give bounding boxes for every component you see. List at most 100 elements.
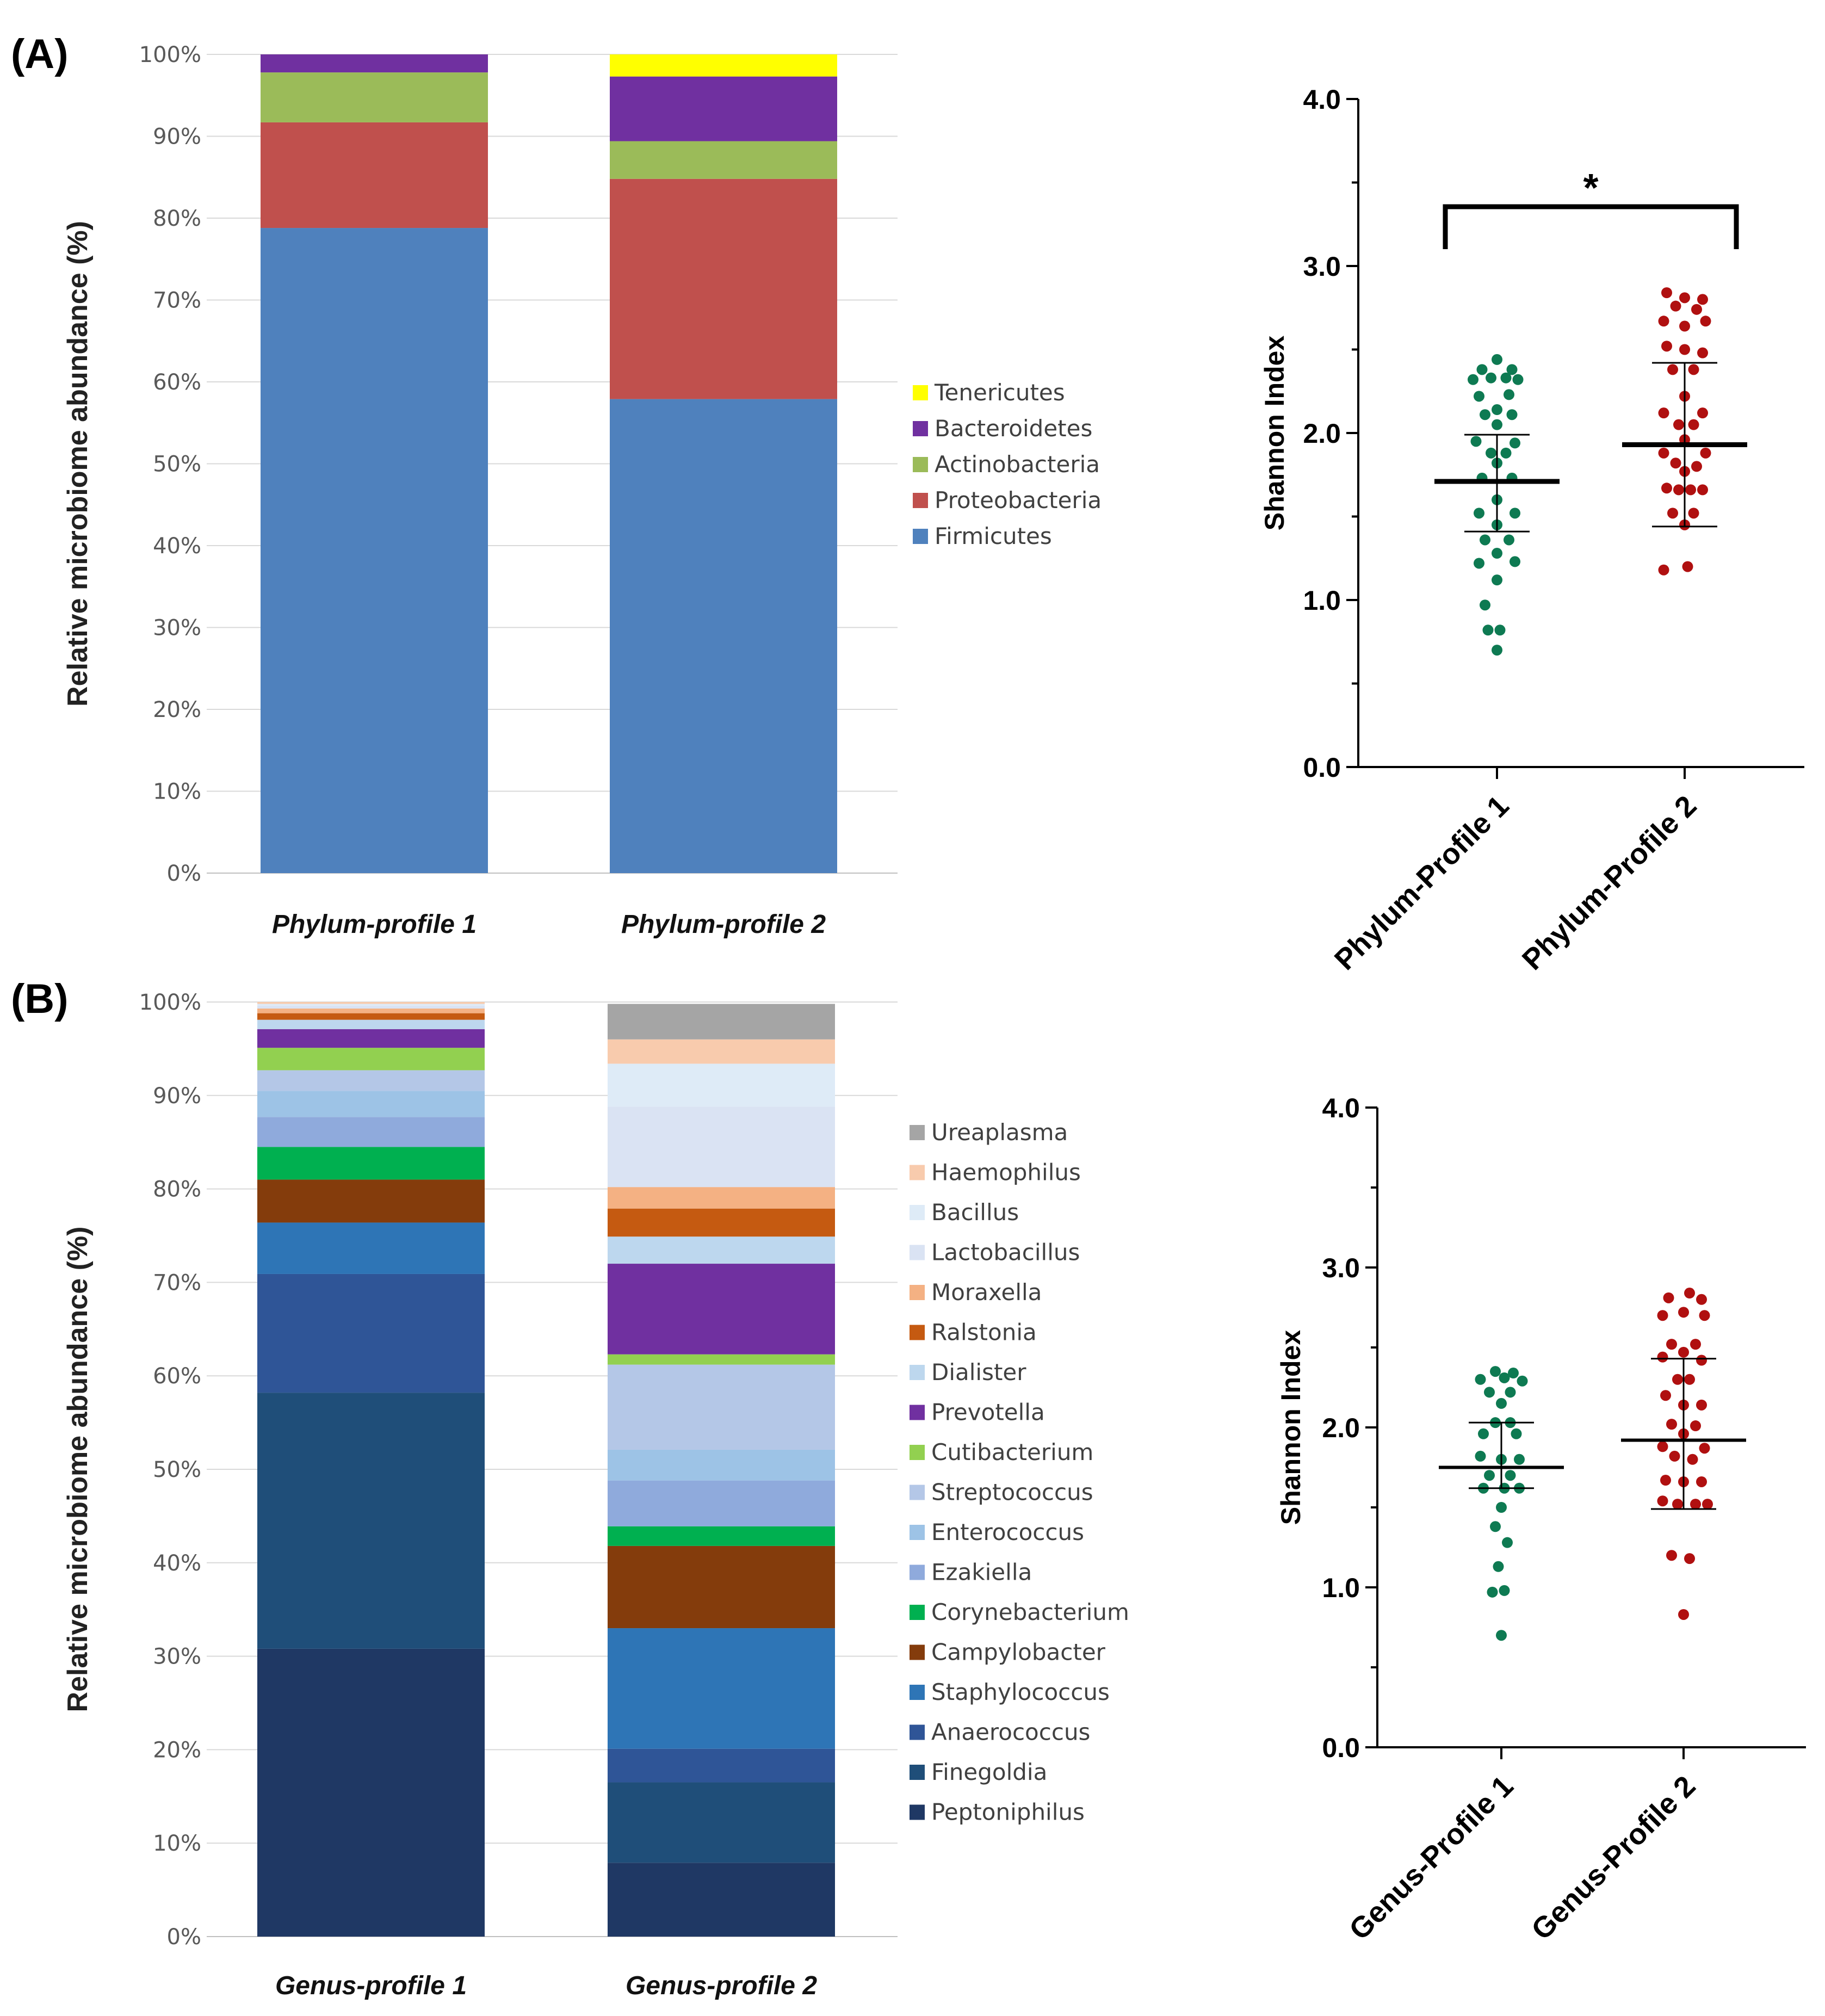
y-tick-label: 0% [167, 861, 201, 886]
bar-segment-staphylococcus [608, 1628, 835, 1749]
y-tick-label: 2.0 [1322, 1413, 1360, 1443]
legend-swatch [913, 385, 928, 400]
bar-segment-cutibacterium [608, 1354, 835, 1365]
y-tick-label: 90% [153, 125, 201, 150]
data-point [1506, 409, 1518, 420]
y-tick-label: 50% [153, 452, 201, 477]
y-axis-label: Relative microbiome abundance (%) [62, 221, 94, 707]
bar-segment-ureaplasma [608, 1004, 835, 1040]
significance-bracket [1443, 204, 1739, 249]
bar-segment-haemophilus [257, 1002, 485, 1004]
y-axis-label: Shannon Index [1276, 1330, 1306, 1525]
bar-segment-actinobacteria [261, 72, 488, 122]
legend-entry: Dialister [931, 1359, 1026, 1386]
bar-segment-finegoldia [257, 1393, 485, 1649]
data-point [1690, 1339, 1701, 1350]
bar-segment-anaerococcus [608, 1748, 835, 1783]
y-tick-label: 80% [153, 1177, 201, 1202]
legend-swatch [910, 1564, 925, 1580]
y-tick-label: 90% [153, 1084, 201, 1109]
data-point [1505, 1470, 1516, 1481]
bar-segment-ralstonia [257, 1013, 485, 1020]
data-point [1691, 304, 1702, 315]
data-point [1505, 1387, 1516, 1398]
data-point [1493, 1561, 1504, 1572]
data-point [1661, 287, 1672, 299]
data-point [1696, 1355, 1707, 1366]
y-tick-label: 1.0 [1322, 1573, 1360, 1603]
data-point [1697, 407, 1708, 419]
legend-swatch [910, 1405, 925, 1420]
x-category-label: Genus-profile 1 [275, 1971, 467, 2000]
bar-segment-streptococcus [608, 1364, 835, 1450]
bar-segment-peptoniphilus [608, 1863, 835, 1937]
data-point [1670, 300, 1681, 312]
legend-swatch [910, 1365, 925, 1380]
legend-swatch [910, 1765, 925, 1780]
data-point [1508, 1368, 1519, 1379]
bar-segment-proteobacteria [261, 122, 488, 228]
y-tick-label: 2.0 [1303, 418, 1341, 449]
data-point [1666, 1550, 1677, 1561]
data-point [1510, 508, 1520, 519]
bar-segment-bacteroidetes [261, 54, 488, 73]
significance-label: * [1583, 166, 1598, 210]
data-point [1688, 419, 1699, 430]
data-point [1679, 344, 1690, 355]
phylum-stacked-bar-chart: 0% 10% 20% 30% 40% 50% 60% 70% 80% 90% 100% Phylum-… [62, 42, 1102, 939]
y-tick-label: 4.0 [1303, 84, 1341, 115]
y-tick-label: 20% [153, 697, 201, 722]
legend-swatch [910, 1644, 925, 1660]
data-point [1486, 372, 1496, 384]
y-tick-label: 30% [153, 1644, 201, 1669]
data-point [1666, 1339, 1677, 1350]
legend-entry: Lactobacillus [931, 1239, 1080, 1266]
bar-segment-peptoniphilus [257, 1648, 485, 1937]
legend-swatch [913, 529, 928, 544]
bar-segment-ezakiella [257, 1117, 485, 1147]
bar-segment-campylobacter [608, 1545, 835, 1629]
data-point [1661, 341, 1672, 352]
data-point [1492, 419, 1502, 430]
data-point [1512, 374, 1524, 385]
bar-segment-corynebacterium [257, 1147, 485, 1180]
legend-entry: Bacillus [931, 1199, 1019, 1226]
bar-segment-haemophilus [608, 1039, 835, 1064]
data-point [1666, 1419, 1677, 1430]
data-point [1486, 447, 1496, 459]
bar-segment-ezakiella [608, 1480, 835, 1526]
bar-segment-lactobacillus [608, 1106, 835, 1188]
bar-segment-firmicutes [610, 399, 837, 873]
legend-entry: Cutibacterium [931, 1439, 1093, 1465]
bar-segment-streptococcus [257, 1070, 485, 1091]
data-point [1687, 1454, 1698, 1465]
data-point [1696, 1399, 1707, 1411]
y-tick-label: 0.0 [1303, 752, 1341, 783]
data-point [1490, 1521, 1501, 1532]
data-point [1480, 409, 1490, 420]
data-point [1700, 316, 1711, 327]
data-point [1672, 1374, 1683, 1385]
legend-swatch [913, 457, 928, 472]
y-tick-label: 80% [153, 206, 201, 231]
bar-segment-actinobacteria [610, 141, 837, 179]
data-point [1500, 447, 1512, 459]
data-point [1487, 1586, 1498, 1598]
data-point [1492, 574, 1502, 586]
y-tick-label: 1.0 [1303, 585, 1341, 616]
legend-swatch [910, 1205, 925, 1220]
data-point [1678, 1346, 1689, 1358]
bar-segment-ralstonia [608, 1208, 835, 1237]
panel-a-label: (A) [11, 31, 69, 77]
data-point [1688, 508, 1699, 519]
legend-entry: Ralstonia [931, 1319, 1037, 1346]
legend-swatch [913, 421, 928, 436]
data-point [1682, 561, 1693, 572]
y-tick-label: 10% [153, 780, 201, 805]
legend-swatch [910, 1685, 925, 1700]
y-tick-label: 40% [153, 534, 201, 559]
data-point [1468, 374, 1478, 385]
legend-entry: Anaerococcus [931, 1719, 1090, 1746]
data-point [1688, 364, 1699, 375]
data-point [1480, 534, 1490, 546]
